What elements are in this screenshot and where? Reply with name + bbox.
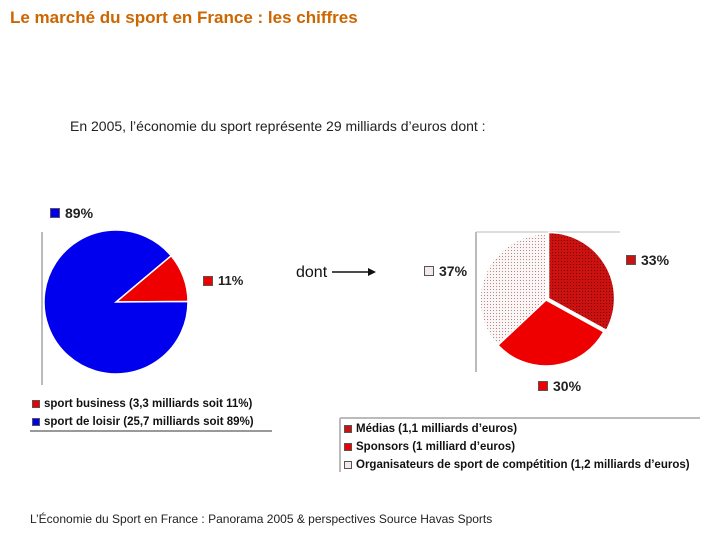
arrow-head <box>368 268 376 276</box>
label-33pct-text: 33% <box>641 252 670 268</box>
legend-item-business: sport business (3,3 milliards soit 11%) <box>32 395 254 413</box>
legend-item-loisir: sport de loisir (25,7 milliards soit 89%… <box>32 413 254 431</box>
legend-business: Médias (1,1 milliards d’euros) Sponsors … <box>344 420 690 474</box>
legend-swatch-red-2 <box>344 443 352 451</box>
legend-label-business: sport business (3,3 milliards soit 11%) <box>44 398 253 410</box>
legend-label-organisateurs: Organisateurs de sport de compétition (1… <box>356 459 690 471</box>
pie-chart-sport-business <box>479 231 616 367</box>
swatch-light <box>424 266 434 276</box>
label-37pct-text: 37% <box>439 263 468 279</box>
swatch-red-2 <box>538 381 548 391</box>
legend-item-medias: Médias (1,1 milliards d’euros) <box>344 420 690 438</box>
business-slice-0 <box>547 231 616 332</box>
market-slice-1 <box>43 229 189 375</box>
legend-swatch-red <box>32 400 40 408</box>
legend-swatch-light <box>344 461 352 469</box>
label-30pct-text: 30% <box>553 378 582 394</box>
label-30pct: 30% <box>538 378 581 394</box>
legend-item-organisateurs: Organisateurs de sport de compétition (1… <box>344 456 690 474</box>
label-89pct-text: 89% <box>65 205 94 221</box>
label-37pct: 37% <box>424 263 467 279</box>
pie-chart-sport-market <box>43 229 189 375</box>
swatch-dark-red <box>626 255 636 265</box>
label-11pct-text: 11% <box>218 273 244 288</box>
legend-item-sponsors: Sponsors (1 milliard d’euros) <box>344 438 690 456</box>
swatch-blue <box>50 208 60 218</box>
subtitle: En 2005, l’économie du sport représente … <box>70 118 486 134</box>
legend-label-loisir: sport de loisir (25,7 milliards soit 89%… <box>44 416 254 428</box>
source-note: L’Économie du Sport en France : Panorama… <box>30 512 493 526</box>
legend-swatch-blue <box>32 418 40 426</box>
connector-label: dont <box>296 264 328 281</box>
legend-label-medias: Médias (1,1 milliards d’euros) <box>356 423 518 435</box>
page-title: Le marché du sport en France : les chiff… <box>10 8 358 27</box>
swatch-red <box>203 275 213 286</box>
label-89pct: 89% <box>50 205 93 221</box>
legend-market: sport business (3,3 milliards soit 11%) … <box>32 395 254 431</box>
label-11pct: 11% <box>203 273 243 288</box>
business-slice-1 <box>496 299 605 367</box>
legend-swatch-dark-red <box>344 425 352 433</box>
legend-label-sponsors: Sponsors (1 milliard d’euros) <box>356 441 516 453</box>
business-slice-2 <box>479 233 547 347</box>
label-33pct: 33% <box>626 252 669 268</box>
